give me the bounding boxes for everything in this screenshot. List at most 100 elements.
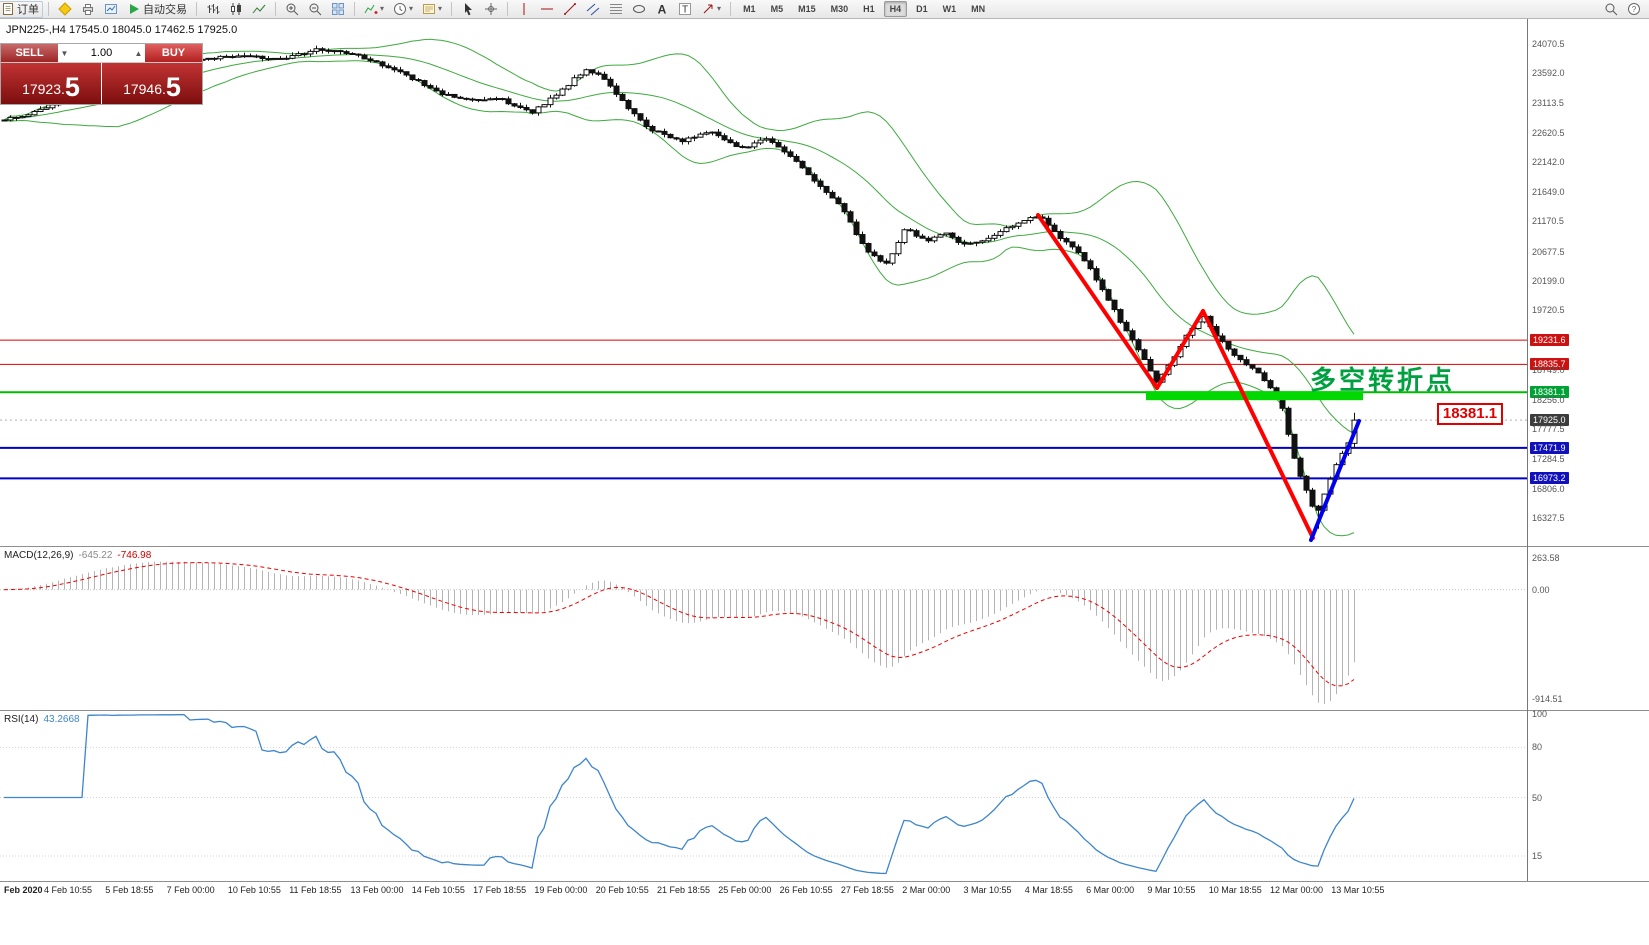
- timeframe-h4-button[interactable]: H4: [883, 1, 908, 17]
- clock-icon: [393, 2, 407, 16]
- bars-icon: [206, 2, 220, 16]
- scale-tick: 50: [1532, 793, 1543, 803]
- sell-price-display[interactable]: 17923. 5: [1, 63, 101, 104]
- data-window-button[interactable]: [100, 1, 122, 18]
- price-scale[interactable]: 24070.5 23592.0 23113.5 22620.5 22142.0 21649…: [1528, 19, 1649, 546]
- label-button[interactable]: T: [674, 1, 696, 18]
- timeframe-w1-button[interactable]: W1: [942, 4, 957, 14]
- rsi-scale[interactable]: 100 80 50 15: [1528, 709, 1649, 881]
- timeframe-d1-button[interactable]: D1: [916, 4, 928, 14]
- toolbar-separator: [48, 2, 49, 16]
- timeframe-m5-button[interactable]: M5: [770, 4, 784, 14]
- panel-splitter[interactable]: [0, 710, 1649, 711]
- autotrading-button-label: 自动交易: [143, 4, 187, 16]
- scale-tick: 19720.5: [1532, 305, 1565, 315]
- chevron-down-icon: ▾: [409, 4, 414, 13]
- line-icon: [252, 2, 266, 16]
- play-icon: [127, 2, 141, 16]
- vertical-line-button[interactable]: [513, 1, 535, 18]
- search-icon: [1604, 2, 1618, 16]
- autotrading-button[interactable]: 自动交易: [123, 1, 191, 18]
- ellipse-button[interactable]: [628, 1, 650, 18]
- scale-tick: 18256.0: [1532, 395, 1565, 405]
- volume-decrease-button[interactable]: ▼: [60, 48, 69, 58]
- buy-button[interactable]: BUY: [145, 44, 202, 62]
- time-axis-label: 21 Feb 18:55: [657, 885, 711, 895]
- panel-splitter[interactable]: [0, 546, 1649, 547]
- text-button[interactable]: A: [651, 1, 673, 18]
- macd-name: MACD(12,26,9): [4, 550, 74, 561]
- cursor-icon: [461, 2, 475, 16]
- time-axis-label: 6 Mar 00:00: [1086, 885, 1135, 895]
- new-order-button[interactable]: 订单: [0, 0, 43, 18]
- horizontal-line-button[interactable]: [536, 1, 558, 18]
- search-button[interactable]: [1600, 1, 1622, 18]
- periods-button[interactable]: ▾: [389, 1, 417, 18]
- timeframe-m15-button[interactable]: M15: [798, 4, 816, 14]
- arrows-button[interactable]: ▾: [697, 1, 725, 18]
- scale-tick: 263.58: [1532, 553, 1560, 563]
- scale-tick: 17471.9: [1530, 442, 1569, 454]
- fibonacci-button[interactable]: [605, 1, 627, 18]
- buy-price-display[interactable]: 17946. 5: [102, 63, 202, 104]
- scale-tick: 20677.5: [1532, 247, 1565, 257]
- scale-tick: 22142.0: [1532, 157, 1565, 167]
- toolbar-separator: [730, 2, 732, 16]
- time-axis-label: 7 Feb 00:00: [166, 885, 215, 895]
- timeframe-m30-button[interactable]: M30: [830, 4, 849, 14]
- print-button[interactable]: [77, 1, 99, 18]
- tile-windows-button[interactable]: [327, 1, 349, 18]
- macd-label: MACD(12,26,9) -645.22 -746.98: [4, 550, 156, 561]
- price-chart[interactable]: JPN225-,H4 17545.0 18045.0 17462.5 17925…: [0, 19, 1527, 546]
- zoom-in-button[interactable]: [281, 1, 303, 18]
- help-icon: ?: [1627, 2, 1641, 16]
- zoom-out-button[interactable]: [304, 1, 326, 18]
- volume-control: ▼ ▲: [58, 44, 145, 62]
- scale-tick: 16327.5: [1532, 513, 1565, 523]
- timeframe-h1-button[interactable]: H1: [863, 4, 875, 14]
- sell-button[interactable]: SELL: [1, 44, 58, 62]
- trendline-button[interactable]: [559, 1, 581, 18]
- volume-increase-button[interactable]: ▲: [134, 48, 143, 58]
- axis-divider: [1527, 19, 1528, 881]
- bar-chart-button[interactable]: [202, 1, 224, 18]
- line-chart-button[interactable]: [248, 1, 270, 18]
- macd-panel[interactable]: MACD(12,26,9) -645.22 -746.98: [0, 547, 1527, 710]
- candlestick-chart-button[interactable]: [225, 1, 247, 18]
- arrow-icon: [701, 2, 715, 16]
- fibo-icon: [609, 2, 623, 16]
- metaquotes-button[interactable]: [54, 1, 76, 18]
- time-axis-label: 2 Mar 00:00: [902, 885, 951, 895]
- toolbar: 订单 自动交易 ▾ ▾ ▾ A T ▾ M1 M5 M15 M30 H1 H4 D1 W1 MN?: [0, 0, 1649, 19]
- templates-button[interactable]: ▾: [418, 1, 446, 18]
- time-axis-label: 20 Feb 10:55: [595, 885, 649, 895]
- indicators-button[interactable]: ▾: [360, 1, 388, 18]
- volume-input[interactable]: [71, 47, 132, 59]
- toolbar-separator: [507, 2, 509, 16]
- timeframe-m1-button[interactable]: M1: [743, 4, 756, 14]
- equidistant-channel-button[interactable]: [582, 1, 604, 18]
- crosshair-button[interactable]: [480, 1, 502, 18]
- time-axis-label: 4 Mar 18:55: [1024, 885, 1073, 895]
- time-axis-month-label: Feb 2020: [4, 885, 43, 895]
- text-t-icon: T: [678, 2, 692, 16]
- scale-tick: 15: [1532, 851, 1543, 861]
- panel-splitter[interactable]: [0, 881, 1649, 882]
- doc-icon: [1, 2, 15, 16]
- ellipse-icon: [632, 2, 646, 16]
- rsi-value: 43.2668: [43, 714, 80, 725]
- help-button[interactable]: ?: [1623, 1, 1645, 18]
- time-axis-label: 17 Feb 18:55: [473, 885, 527, 895]
- rsi-panel[interactable]: RSI(14) 43.2668: [0, 711, 1527, 881]
- time-axis-label: 27 Feb 18:55: [840, 885, 894, 895]
- toolbar-separator: [354, 2, 355, 16]
- scale-tick: 18381.1: [1530, 386, 1569, 398]
- candles-icon: [229, 2, 243, 16]
- timeframe-mn-button[interactable]: MN: [971, 4, 986, 14]
- time-axis[interactable]: Feb 2020 4 Feb 10:55 5 Feb 18:55 7 Feb 00:0…: [0, 882, 1649, 899]
- chevron-down-icon: ▾: [438, 4, 443, 13]
- cursor-button[interactable]: [457, 1, 479, 18]
- scale-tick: 24070.5: [1532, 39, 1565, 49]
- macd-scale[interactable]: 263.58 0.00 -914.51: [1528, 547, 1649, 710]
